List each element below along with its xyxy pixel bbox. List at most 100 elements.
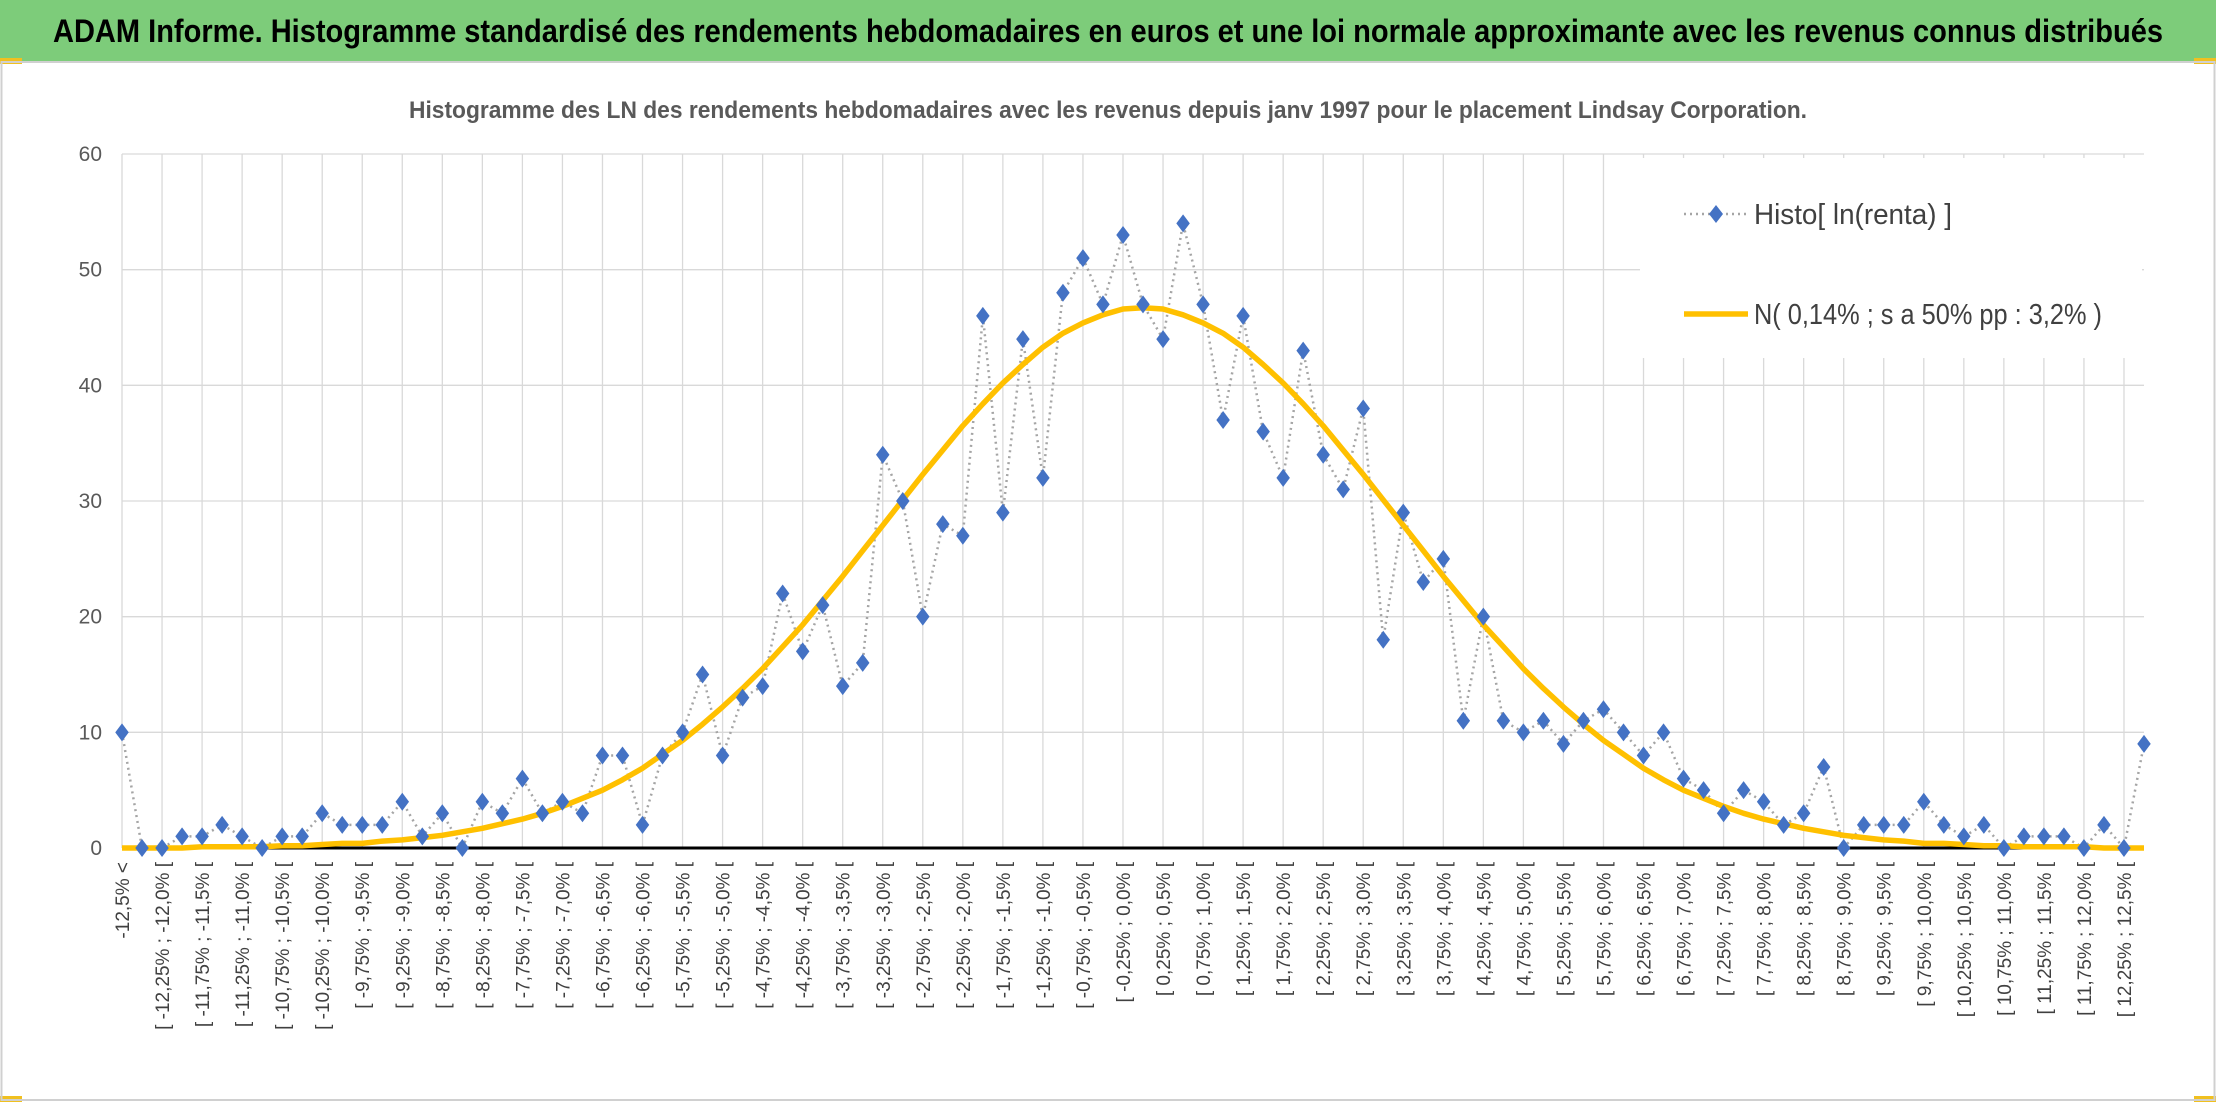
data-point <box>2097 815 2111 834</box>
plot-area <box>115 214 2151 857</box>
data-point <box>996 503 1010 522</box>
y-tick-label: 60 <box>79 143 102 166</box>
x-tick-label: [ 5,25% ; 5,5% [ <box>1554 861 1575 996</box>
data-point <box>1416 572 1431 591</box>
header-bar <box>0 0 2216 62</box>
x-tick-label: [ -12,25% ; -12,0% [ <box>153 861 174 1030</box>
x-tick-label: [ 6,25% ; 6,5% [ <box>1635 861 1656 996</box>
x-tick-label: [ 2,75% ; 3,0% [ <box>1354 861 1375 996</box>
data-point <box>1636 746 1651 765</box>
x-tick-label: [ -8,25% ; -8,0% [ <box>473 861 494 1009</box>
x-tick-label: [ -7,25% ; -7,0% [ <box>553 861 574 1009</box>
data-point <box>135 839 149 857</box>
data-point <box>1576 711 1591 730</box>
data-point <box>1556 734 1571 753</box>
x-tick-label: [ -2,75% ; -2,5% [ <box>914 861 935 1009</box>
data-point <box>215 815 229 834</box>
data-point <box>936 515 950 534</box>
x-tick-label: [ -9,25% ; -9,0% [ <box>393 861 414 1009</box>
x-tick-label: [ 12,25% ; 12,5% [ <box>2115 861 2136 1017</box>
data-point <box>2077 839 2091 857</box>
x-tick-label: [ -3,75% ; -3,5% [ <box>834 861 855 1009</box>
x-tick-label: [ 10,75% ; 11,0% [ <box>1995 861 2016 1016</box>
data-point <box>575 804 590 823</box>
x-tick-label: [ 2,25% ; 2,5% [ <box>1314 861 1335 996</box>
x-tick-label: [ -6,75% ; -6,5% [ <box>593 861 614 1009</box>
data-point <box>1236 306 1250 325</box>
data-point <box>1256 422 1270 441</box>
x-tick-label: [ -11,75% ; -11,5% [ <box>193 861 214 1027</box>
data-point <box>976 306 990 325</box>
data-point <box>715 746 730 765</box>
data-point <box>195 827 209 846</box>
x-tick-label: [ 11,75% ; 12,0% [ <box>2075 861 2096 1016</box>
data-point <box>1897 815 1911 834</box>
data-point <box>815 596 830 615</box>
data-point <box>1276 468 1290 487</box>
x-tick-label: [ 9,25% ; 9,5% [ <box>1875 861 1896 996</box>
data-point <box>916 607 930 626</box>
x-tick-label: [ 4,75% ; 5,0% [ <box>1514 861 1535 996</box>
x-tick-label: [ 3,75% ; 4,0% [ <box>1434 861 1455 996</box>
data-point <box>1436 549 1451 568</box>
x-tick-label: [ -11,25% ; -11,0% [ <box>233 861 254 1027</box>
x-tick-label: [ 1,25% ; 1,5% [ <box>1234 861 1255 996</box>
x-tick-label: [ -1,75% ; -1,5% [ <box>994 861 1015 1009</box>
x-tick-label: [ 0,25% ; 0,5% [ <box>1154 861 1175 996</box>
x-tick-label: [ 5,75% ; 6,0% [ <box>1594 861 1615 996</box>
x-tick-label: [ 6,75% ; 7,0% [ <box>1675 861 1696 996</box>
legend: Histo[ ln(renta) ] N( 0,14% ; s a 50% pp … <box>1640 158 2142 358</box>
x-tick-label: [ -5,75% ; -5,5% [ <box>674 861 695 1009</box>
data-point <box>1376 630 1390 649</box>
data-point <box>255 839 269 857</box>
data-point <box>435 804 450 823</box>
data-point <box>1836 839 1851 857</box>
y-tick-label: 20 <box>79 606 102 629</box>
data-point <box>595 746 610 765</box>
x-tick-label: [ 9,75% ; 10,0% [ <box>1915 861 1936 1006</box>
x-tick-label: [ -3,25% ; -3,0% [ <box>874 861 895 1009</box>
data-point <box>755 677 770 696</box>
data-point <box>1696 781 1711 800</box>
data-point <box>1736 781 1751 800</box>
data-point <box>1116 225 1130 244</box>
data-point <box>2137 734 2151 753</box>
data-point <box>1937 815 1951 834</box>
data-point <box>375 815 390 834</box>
data-point <box>1476 607 1491 626</box>
data-point <box>1977 815 1991 834</box>
x-tick-label: [ -0,25% ; 0,0% [ <box>1114 861 1135 1002</box>
data-point <box>2057 827 2071 846</box>
x-tick-label: [ 8,25% ; 8,5% [ <box>1795 861 1816 996</box>
data-point <box>1216 411 1230 430</box>
data-point <box>1136 295 1150 314</box>
legend-marker <box>1709 205 1723 223</box>
page-title: ADAM Informe. Histogramme standardisé de… <box>53 13 2163 49</box>
data-point <box>775 584 790 603</box>
x-tick-label: [ -8,75% ; -8,5% [ <box>433 861 454 1009</box>
data-point <box>1616 723 1631 742</box>
data-point <box>2017 827 2031 846</box>
data-point <box>535 804 550 823</box>
data-point <box>315 804 329 823</box>
data-point <box>1336 480 1350 499</box>
y-tick-label: 30 <box>79 490 102 513</box>
data-point <box>1997 839 2011 857</box>
data-point <box>1676 769 1691 788</box>
data-point <box>2117 839 2131 857</box>
data-point <box>295 827 309 846</box>
y-tick-label: 10 <box>79 721 102 744</box>
data-point <box>1656 723 1671 742</box>
data-point <box>1356 399 1370 418</box>
x-tick-label: [ -6,25% ; -6,0% [ <box>634 861 655 1009</box>
grid: 0 10 20 30 40 50 60 -12,5% < [ -12,25% ; -12,0% … <box>79 143 2144 1030</box>
x-tick-label: [ -4,25% ; -4,0% [ <box>794 861 815 1009</box>
data-point <box>275 827 289 846</box>
normal-curve <box>122 305 2144 851</box>
data-point <box>1496 711 1511 730</box>
data-point <box>1316 445 1330 464</box>
data-point <box>1036 468 1050 487</box>
chart-frame <box>0 61 2216 1101</box>
data-point <box>1016 330 1030 349</box>
x-tick-label: [ -1,25% ; -1,0% [ <box>1034 861 1055 1009</box>
